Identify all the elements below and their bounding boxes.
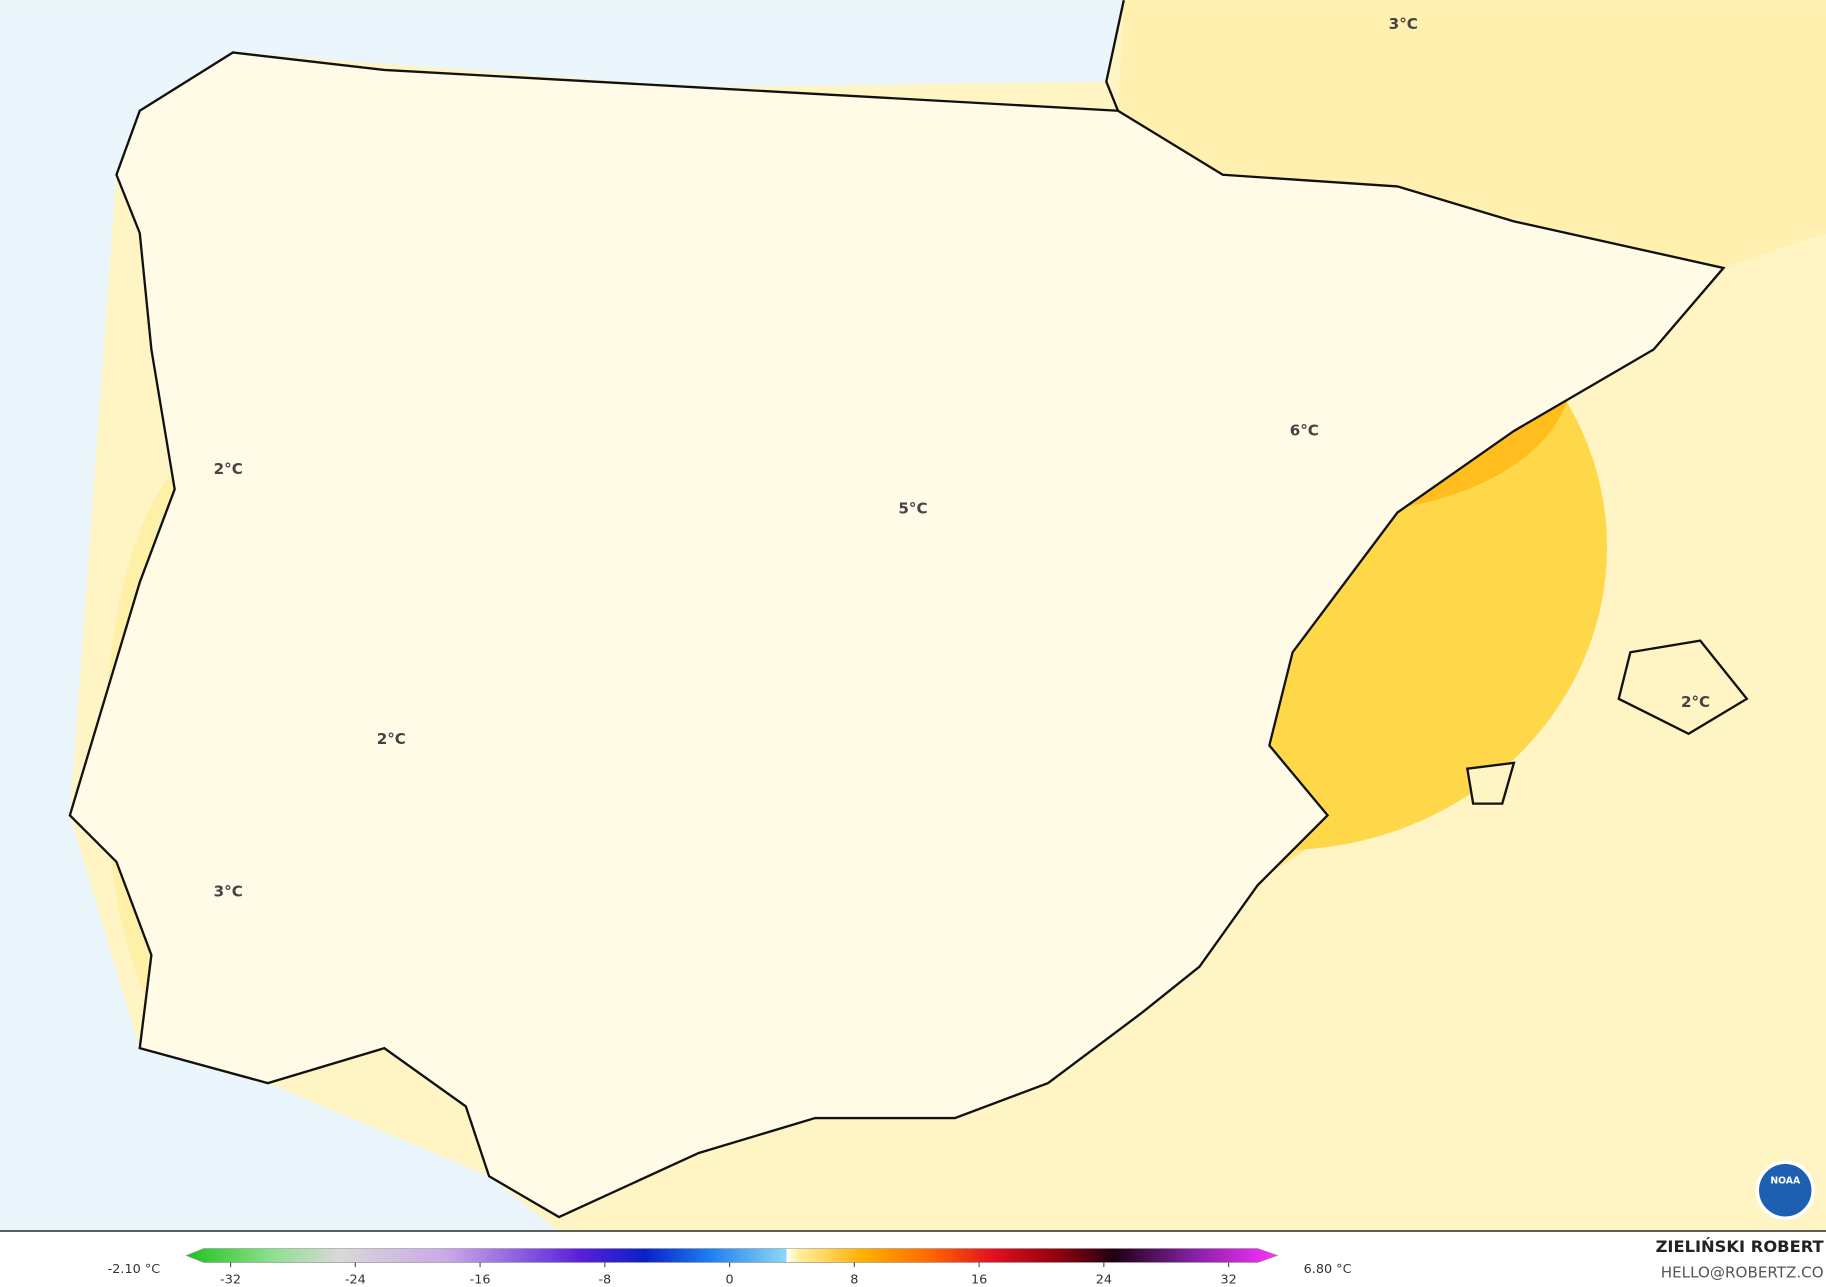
temperature-label: 2°C [377,730,406,748]
islands [1465,639,1749,805]
map-labels: 3°C 6°C 5°C 2°C 2°C 2°C 3°C [214,15,1711,901]
temperature-label: 5°C [898,499,927,517]
sea-west [0,0,1124,1232]
email: HELLO@ROBERTZ.CO [1661,1263,1824,1281]
tick-label: -32 [220,1272,241,1287]
min-label: -2.10 °C [108,1262,161,1277]
tick-label: 24 [1096,1272,1112,1287]
coastline [1105,0,1125,112]
tick-label: 32 [1220,1272,1236,1287]
temperature-label: 3°C [214,883,243,901]
author: ZIELIŃSKI ROBERT [1656,1237,1825,1256]
logo-text: NOAA [1770,1175,1801,1186]
logo [1755,1160,1815,1220]
tick-label: 0 [726,1272,734,1287]
temperature-label: 3°C [1389,15,1418,33]
map-area: 3°C 6°C 5°C 2°C 2°C 2°C 3°C [0,0,1826,1232]
max-label: 6.80 °C [1304,1262,1352,1277]
tick-label: -24 [345,1272,366,1287]
tick-label: 16 [971,1272,987,1287]
temperature-label: 6°C [1290,421,1319,439]
tick-label: -8 [598,1272,611,1287]
tick-label: -16 [470,1272,491,1287]
tick-label: 8 [850,1272,858,1287]
colorbar [185,1248,1279,1263]
colorbar-ticks: -32 -24 -16 -8 0 8 16 24 32 [220,1262,1237,1287]
france [1117,0,1826,268]
temperature-label: 2°C [1681,693,1710,711]
temperature-label: 2°C [214,460,243,478]
